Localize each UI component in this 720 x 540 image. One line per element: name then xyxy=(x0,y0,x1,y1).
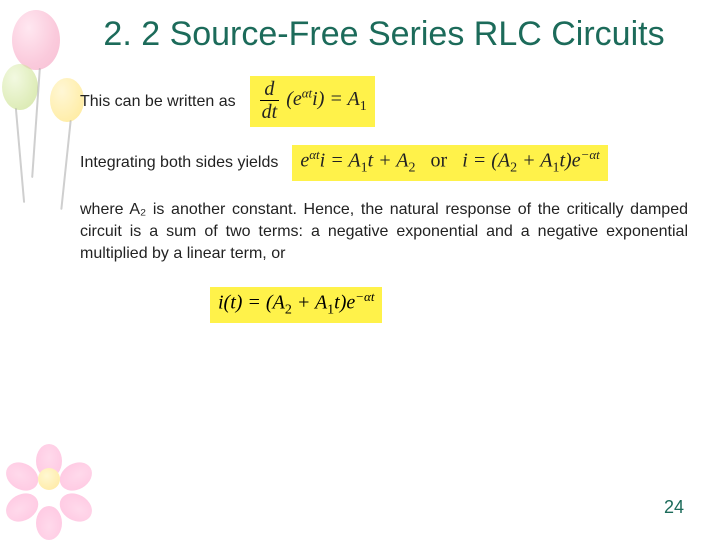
paragraph-explanation: where A₂ is another constant. Hence, the… xyxy=(80,199,688,265)
line-2: Integrating both sides yields eαti = A1t… xyxy=(80,145,688,181)
flower-icon xyxy=(14,444,84,514)
line-1: This can be written as ddt (eαti) = A1 xyxy=(80,76,688,127)
equation-2: eαti = A1t + A2 or i = (A2 + A1t)e−αt xyxy=(292,145,607,181)
line-2-text: Integrating both sides yields xyxy=(80,154,278,172)
balloon-pink xyxy=(12,10,60,70)
equation-3: i(t) = (A2 + A1t)e−αt xyxy=(210,287,382,323)
equation-3-row: i(t) = (A2 + A1t)e−αt xyxy=(210,287,688,323)
slide-content: 2. 2 Source-Free Series RLC Circuits Thi… xyxy=(80,14,688,323)
line-1-text: This can be written as xyxy=(80,93,236,111)
equation-1: ddt (eαti) = A1 xyxy=(250,76,375,127)
page-number: 24 xyxy=(664,497,684,518)
balloon-string xyxy=(60,120,71,210)
balloon-string xyxy=(31,68,41,178)
balloon-green xyxy=(2,64,38,110)
slide-title: 2. 2 Source-Free Series RLC Circuits xyxy=(80,14,688,54)
balloon-string xyxy=(15,108,25,203)
balloon-yellow xyxy=(50,78,84,122)
